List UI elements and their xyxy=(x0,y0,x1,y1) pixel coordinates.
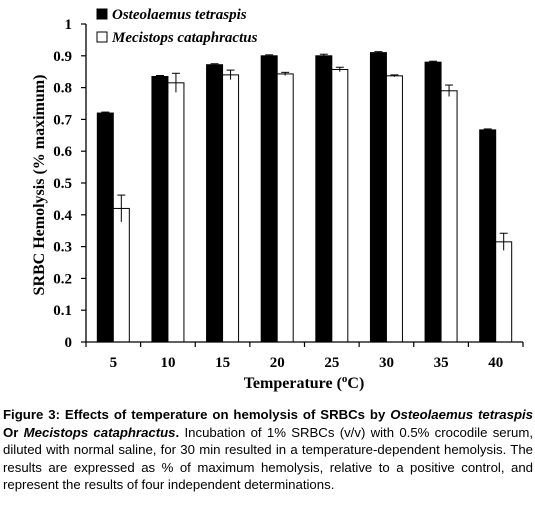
caption-period: . xyxy=(175,424,180,440)
ticks-layer: 00.10.20.30.40.50.60.70.80.915 10 15 20 25 30… xyxy=(53,17,524,371)
y-tick-label: 0.9 xyxy=(53,49,72,65)
figure-caption: Figure 3: Effects of temperature on hemo… xyxy=(3,406,533,494)
bar-mecistops xyxy=(385,75,403,343)
legend-label-osteolaemus: Osteolaemus tetraspis xyxy=(112,7,247,23)
caption-species-1: Osteolaemus tetraspis xyxy=(390,407,534,422)
bars-layer xyxy=(96,51,513,343)
y-tick-label: 0.3 xyxy=(53,240,72,256)
y-tick-label: 0 xyxy=(65,335,73,351)
caption-body: Incubation of 1% SRBCs (v/v) with 0.5% c… xyxy=(3,424,533,493)
x-axis-title: Temperature (oC) xyxy=(244,373,365,392)
y-axis-title: SRBC Hemolysis (% maximum) xyxy=(31,75,48,296)
y-tick-label: 0.8 xyxy=(53,81,72,97)
bar-mecistops xyxy=(222,74,240,343)
y-tick-label: 1 xyxy=(65,17,73,33)
y-tick-label: 0.1 xyxy=(53,303,72,319)
x-tick-label: 25 xyxy=(324,355,339,371)
x-axis-title-prefix: Temperature ( xyxy=(244,375,342,392)
x-tick-label: 5 xyxy=(110,355,118,371)
bar-osteolaemus xyxy=(369,52,387,343)
chart-legend: Osteolaemus tetraspis Mecistops cataphra… xyxy=(96,7,258,46)
bar-osteolaemus xyxy=(260,55,278,343)
x-tick-label: 20 xyxy=(270,355,285,371)
legend-swatch-osteolaemus xyxy=(96,8,108,20)
bar-chart: 0 0.1 0.2 0.3 0.4 0.5 0.6 0.7 0.8 0.9 1 5 10 15 20 25 30… xyxy=(31,7,524,392)
y-tick-label: 0.5 xyxy=(53,176,72,192)
bar-osteolaemus xyxy=(206,64,224,343)
legend-label-mecistops: Mecistops cataphractus xyxy=(111,30,258,46)
bar-mecistops xyxy=(440,90,458,343)
y-tick-label: 0.7 xyxy=(53,112,72,128)
x-tick-label: 40 xyxy=(488,355,503,371)
x-tick-label: 35 xyxy=(434,355,449,371)
x-tick-label: 30 xyxy=(379,355,394,371)
bar-mecistops xyxy=(331,68,349,343)
x-tick-label: 10 xyxy=(160,355,175,371)
y-tick-label: 0.4 xyxy=(53,208,72,224)
bar-osteolaemus xyxy=(424,61,442,343)
caption-connector: Or xyxy=(3,424,24,440)
legend-swatch-mecistops xyxy=(96,31,108,43)
bar-osteolaemus xyxy=(479,129,497,343)
bar-mecistops xyxy=(495,241,513,343)
y-tick-label: 0.2 xyxy=(53,271,72,287)
caption-label: Figure 3: Effects of temperature on hemo… xyxy=(3,407,391,422)
x-axis-title-suffix: C) xyxy=(347,375,364,392)
bar-mecistops xyxy=(112,207,130,343)
bar-osteolaemus xyxy=(151,75,169,343)
bar-osteolaemus xyxy=(315,55,333,343)
chart-canvas: 00.10.20.30.40.50.60.70.80.915 10 15 20 25 30… xyxy=(31,7,524,392)
y-tick-label: 0.6 xyxy=(53,144,72,160)
caption-species-2: Mecistops cataphractus xyxy=(23,424,176,440)
x-tick-label: 15 xyxy=(215,355,230,371)
bar-mecistops xyxy=(167,82,185,343)
bar-osteolaemus xyxy=(96,112,114,343)
bar-mecistops xyxy=(276,73,294,343)
x-axis-title-superscript: o xyxy=(342,373,348,385)
